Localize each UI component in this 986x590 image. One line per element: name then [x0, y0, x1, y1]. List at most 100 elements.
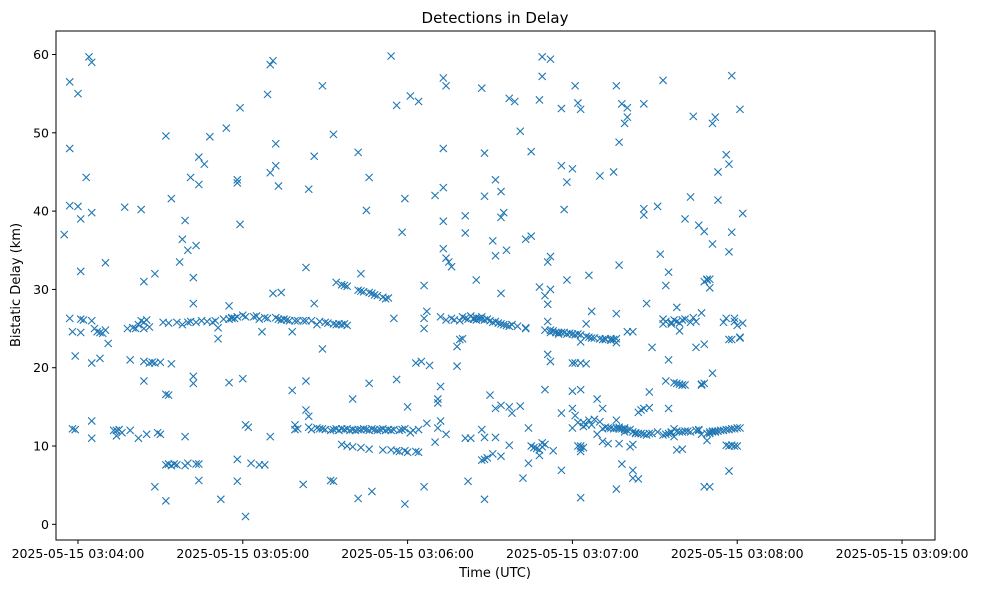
data-point: [403, 448, 412, 457]
data-point: [381, 294, 390, 303]
data-point: [499, 208, 508, 217]
data-point: [719, 318, 728, 327]
y-tick-label: 10: [33, 439, 49, 454]
data-point: [304, 185, 313, 194]
data-point: [233, 312, 242, 321]
data-point: [562, 178, 571, 187]
data-point: [233, 477, 242, 486]
data-point: [73, 202, 82, 211]
data-point: [557, 466, 566, 475]
data-point: [439, 144, 448, 153]
data-point: [214, 334, 223, 343]
data-point: [735, 333, 744, 342]
data-point: [480, 495, 489, 504]
data-point: [562, 276, 571, 285]
data-point: [354, 494, 363, 503]
data-point: [645, 388, 654, 396]
data-point: [266, 432, 275, 441]
data-point: [724, 335, 733, 344]
data-point: [87, 359, 96, 368]
data-point: [93, 327, 102, 336]
data-point: [576, 330, 585, 339]
data-point: [186, 173, 195, 182]
data-point: [156, 430, 165, 439]
data-point: [400, 194, 409, 203]
data-point: [400, 424, 409, 433]
data-point: [211, 316, 220, 325]
data-point: [225, 301, 234, 310]
data-point: [494, 319, 503, 328]
data-point: [433, 395, 442, 404]
data-point: [422, 419, 431, 428]
data-point: [247, 459, 256, 468]
data-point: [549, 446, 558, 455]
data-point: [546, 285, 555, 294]
data-point: [68, 327, 77, 336]
data-points: [60, 52, 747, 521]
data-point: [733, 424, 742, 433]
data-point: [373, 291, 382, 300]
data-point: [703, 436, 711, 445]
data-point: [420, 281, 429, 290]
data-point: [477, 425, 486, 434]
data-point: [609, 167, 618, 176]
data-point: [387, 426, 396, 435]
data-point: [678, 315, 687, 324]
data-point: [233, 178, 242, 187]
data-point: [686, 427, 695, 436]
data-point: [464, 477, 473, 486]
data-point: [436, 416, 445, 425]
data-point: [101, 258, 110, 267]
data-point: [436, 312, 445, 321]
data-point: [703, 276, 711, 285]
data-point: [236, 103, 245, 112]
y-axis-ticks: 0 10 20 30 40 50 60: [33, 47, 56, 532]
data-point: [326, 476, 335, 485]
data-point: [664, 268, 673, 277]
data-point: [307, 425, 316, 434]
data-point: [79, 315, 88, 324]
data-point: [656, 250, 665, 259]
data-point: [266, 168, 275, 177]
data-point: [711, 427, 720, 436]
data-point: [101, 326, 110, 335]
data-point: [521, 324, 530, 333]
data-point: [299, 316, 308, 325]
data-point: [540, 440, 549, 449]
data-point: [571, 81, 580, 90]
data-point: [95, 328, 104, 337]
data-point: [568, 404, 577, 413]
x-axis-label: Time (UTC): [458, 566, 531, 581]
data-point: [134, 434, 143, 443]
x-tick-label: 2025-05-15 03:06:00: [341, 546, 474, 561]
data-point: [543, 258, 552, 266]
data-point: [301, 406, 310, 414]
data-point: [705, 482, 714, 491]
y-tick-label: 30: [33, 282, 49, 297]
y-tick-label: 40: [33, 204, 49, 219]
data-point: [436, 382, 445, 391]
data-point: [705, 275, 714, 284]
data-point: [277, 288, 286, 297]
data-point: [442, 254, 451, 263]
data-point: [466, 434, 475, 443]
data-point: [269, 56, 277, 65]
data-point: [604, 439, 613, 448]
data-point: [183, 246, 192, 255]
data-point: [546, 326, 555, 335]
data-point: [139, 277, 148, 286]
data-point: [299, 480, 308, 489]
data-point: [700, 379, 709, 388]
data-point: [724, 160, 733, 169]
data-point: [689, 313, 698, 322]
data-point: [472, 276, 481, 285]
data-point: [189, 372, 198, 381]
data-point: [664, 355, 673, 364]
data-point: [310, 152, 319, 161]
data-point: [617, 460, 626, 469]
data-point: [521, 323, 530, 332]
data-point: [82, 173, 91, 182]
data-point: [406, 92, 415, 100]
data-point: [148, 358, 157, 367]
data-point: [87, 58, 96, 67]
